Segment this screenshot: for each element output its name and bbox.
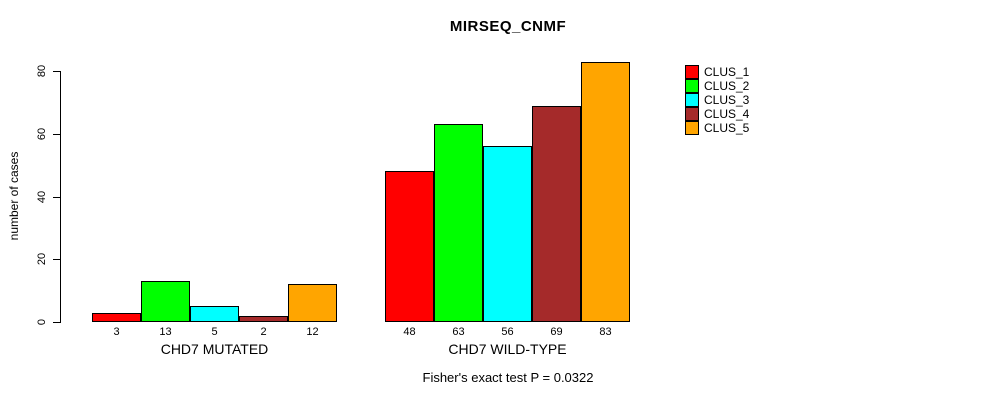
legend-label-clus-3: CLUS_3 bbox=[704, 93, 750, 107]
y-tick-label-20: 20 bbox=[36, 253, 48, 266]
legend-item-clus-2: CLUS_2 bbox=[685, 79, 749, 93]
bar-clus-3-chd7-mutated bbox=[190, 306, 239, 322]
bar-clus-1-chd7-mutated bbox=[92, 313, 141, 322]
group-label-chd7-mutated: CHD7 MUTATED bbox=[160, 341, 269, 357]
bar-clus-2-chd7-wild-type bbox=[434, 124, 483, 322]
y-axis-label: number of cases bbox=[7, 151, 21, 241]
bar-value-clus-1-chd7-wild-type: 48 bbox=[403, 326, 416, 338]
bar-value-clus-3-chd7-mutated: 5 bbox=[211, 326, 218, 338]
legend-item-clus-3: CLUS_3 bbox=[685, 93, 749, 107]
legend-swatch-clus-2 bbox=[685, 79, 699, 93]
y-tick-label-40: 40 bbox=[36, 190, 48, 203]
y-tick-80 bbox=[53, 71, 61, 72]
chart-title: MIRSEQ_CNMF bbox=[449, 18, 567, 35]
y-tick-60 bbox=[53, 133, 61, 135]
bar-value-clus-4-chd7-mutated: 2 bbox=[260, 326, 267, 338]
y-tick-label-60: 60 bbox=[36, 127, 48, 140]
bar-clus-4-chd7-mutated bbox=[239, 316, 288, 322]
y-tick-label-80: 80 bbox=[36, 64, 48, 78]
legend-swatch-clus-1 bbox=[685, 65, 699, 79]
legend-label-clus-2: CLUS_2 bbox=[704, 79, 750, 93]
y-tick-label-0: 0 bbox=[36, 318, 48, 326]
bar-value-clus-5-chd7-wild-type: 83 bbox=[599, 326, 612, 338]
legend-item-clus-5: CLUS_5 bbox=[685, 121, 749, 135]
legend-item-clus-4: CLUS_4 bbox=[685, 107, 749, 121]
legend: CLUS_1 CLUS_2 CLUS_3 CLUS_4 CLUS_5 bbox=[685, 65, 749, 135]
bar-clus-4-chd7-wild-type bbox=[532, 106, 581, 322]
y-tick-40 bbox=[53, 196, 61, 198]
bar-clus-2-chd7-mutated bbox=[141, 281, 190, 322]
y-tick-0 bbox=[53, 322, 61, 323]
bar-value-clus-2-chd7-wild-type: 63 bbox=[452, 326, 465, 338]
legend-swatch-clus-4 bbox=[685, 107, 699, 121]
bar-value-clus-3-chd7-wild-type: 56 bbox=[501, 326, 514, 338]
legend-item-clus-1: CLUS_1 bbox=[685, 65, 749, 79]
bar-clus-3-chd7-wild-type bbox=[483, 146, 532, 322]
legend-label-clus-4: CLUS_4 bbox=[704, 107, 750, 121]
legend-swatch-clus-5 bbox=[685, 121, 699, 135]
group-label-chd7-wild-type: CHD7 WILD-TYPE bbox=[448, 341, 567, 357]
bar-clus-5-chd7-mutated bbox=[288, 284, 337, 322]
legend-label-clus-5: CLUS_5 bbox=[704, 121, 750, 135]
bar-value-clus-2-chd7-mutated: 13 bbox=[159, 326, 172, 338]
bar-clus-5-chd7-wild-type bbox=[581, 62, 630, 322]
bar-clus-1-chd7-wild-type bbox=[385, 171, 434, 322]
legend-label-clus-1: CLUS_1 bbox=[704, 65, 750, 79]
bar-value-clus-4-chd7-wild-type: 69 bbox=[550, 326, 563, 338]
bar-value-clus-1-chd7-mutated: 3 bbox=[113, 326, 120, 338]
y-tick-20 bbox=[53, 259, 61, 261]
bar-value-clus-5-chd7-mutated: 12 bbox=[306, 326, 319, 338]
legend-swatch-clus-3 bbox=[685, 93, 699, 107]
fisher-test-annotation: Fisher's exact test P = 0.0322 bbox=[422, 370, 594, 385]
